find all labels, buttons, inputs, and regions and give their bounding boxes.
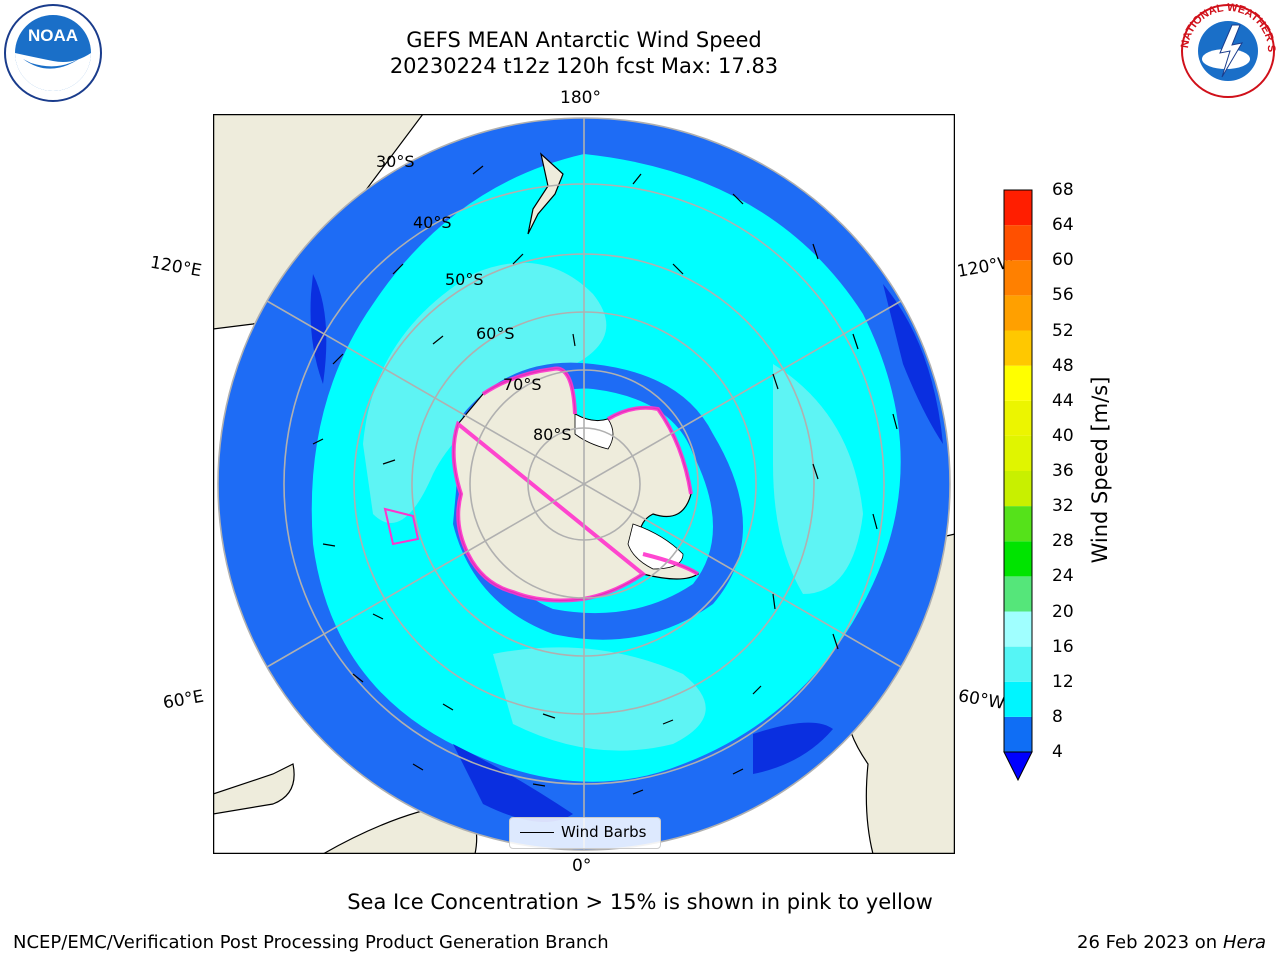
colorbar-tick-label: 32 [1052, 496, 1074, 517]
lat-label-40s: 40°S [413, 213, 452, 232]
colorbar-tick-label: 8 [1052, 706, 1063, 727]
credit-date: 26 Feb 2023 on [1077, 932, 1218, 953]
colorbar-band [1004, 295, 1032, 331]
colorbar-tick-label: 20 [1052, 601, 1074, 622]
noaa-logo-text: NOAA [28, 26, 78, 45]
colorbar-band [1004, 646, 1032, 682]
sea-ice-edge [451, 366, 700, 603]
polar-map [213, 114, 955, 854]
colorbar-band [1004, 471, 1032, 507]
lon-label-60e: 60°E [161, 686, 206, 714]
chart-title: GEFS MEAN Antarctic Wind Speed [406, 28, 762, 52]
colorbar-band [1004, 435, 1032, 471]
wind-barbs [312, 165, 898, 795]
colorbar-band [1004, 400, 1032, 436]
colorbar-tick-label: 52 [1052, 320, 1074, 341]
band-lt4-b [883, 284, 943, 444]
colorbar-tick-label: 16 [1052, 636, 1074, 657]
legend: Wind Barbs [509, 817, 661, 849]
noaa-logo: NOAA [4, 4, 102, 102]
colorbar-tick-label: 36 [1052, 461, 1074, 481]
colorbar-border [1003, 189, 1033, 753]
lat-label-30s: 30°S [376, 152, 415, 171]
colorbar-tick-label: 60 [1052, 250, 1074, 271]
colorbar-band [1004, 716, 1032, 752]
lon-label-180: 180° [560, 88, 601, 108]
colorbar-tick-label: 40 [1052, 425, 1074, 446]
colorbar-tick-label: 28 [1052, 531, 1074, 552]
lat-label-70s: 70°S [503, 375, 542, 394]
colorbar-band [1004, 506, 1032, 542]
colorbar-tick-label: 64 [1052, 215, 1074, 236]
sea-ice-patch [383, 507, 420, 546]
graticule [217, 117, 951, 851]
land-new-zealand [527, 152, 564, 235]
lat-label-50s: 50°S [445, 270, 484, 289]
ice-shelf-weddell [627, 523, 684, 570]
colorbar-tick-label: 24 [1052, 566, 1074, 587]
lon-label-60w: 60°W [956, 686, 1007, 714]
footnote: Sea Ice Concentration > 15% is shown in … [347, 890, 933, 914]
land-madagascar [213, 763, 295, 815]
colorbar-band [1004, 225, 1032, 261]
colorbar-band [1004, 330, 1032, 366]
colorbar-band [1004, 611, 1032, 647]
colorbar-tick-label: 4 [1052, 742, 1063, 762]
legend-line-swatch [520, 832, 554, 833]
lat-label-60s: 60°S [476, 324, 515, 343]
band-lt4-a [453, 744, 573, 822]
colorbar-band [1004, 365, 1032, 401]
legend-label: Wind Barbs [561, 823, 647, 841]
colorbar-tick-label: 48 [1052, 355, 1074, 376]
colorbar [1003, 189, 1033, 782]
colorbar-band [1004, 681, 1032, 717]
colorbar-label: Wind Speed [m/s] [1088, 376, 1112, 564]
colorbar-band [1004, 260, 1032, 296]
colorbar-tick-label: 12 [1052, 671, 1074, 692]
credit-left: NCEP/EMC/Verification Post Processing Pr… [13, 932, 609, 953]
colorbar-tick-label: 44 [1052, 390, 1074, 411]
credit-right: 26 Feb 2023 on Hera [1077, 932, 1266, 953]
nws-logo: NATIONAL WEATHER SERVICE [1176, 3, 1277, 98]
colorbar-band [1004, 541, 1032, 577]
lon-label-0: 0° [572, 856, 592, 876]
colorbar-extend-arrow [1003, 751, 1033, 782]
band-lt4-d [753, 722, 833, 774]
band-lt4-c [310, 274, 327, 384]
chart-subtitle: 20230224 t12z 120h fcst Max: 17.83 [389, 54, 779, 78]
colorbar-tick-label: 68 [1052, 180, 1074, 200]
colorbar-tick-label: 56 [1052, 285, 1074, 306]
colorbar-band [1004, 576, 1032, 612]
colorbar-band [1004, 190, 1032, 226]
lat-label-80s: 80°S [533, 425, 572, 444]
band-12-16-c [493, 647, 706, 751]
credit-machine: Hera [1222, 932, 1266, 953]
lon-label-120e: 120°E [148, 252, 204, 282]
